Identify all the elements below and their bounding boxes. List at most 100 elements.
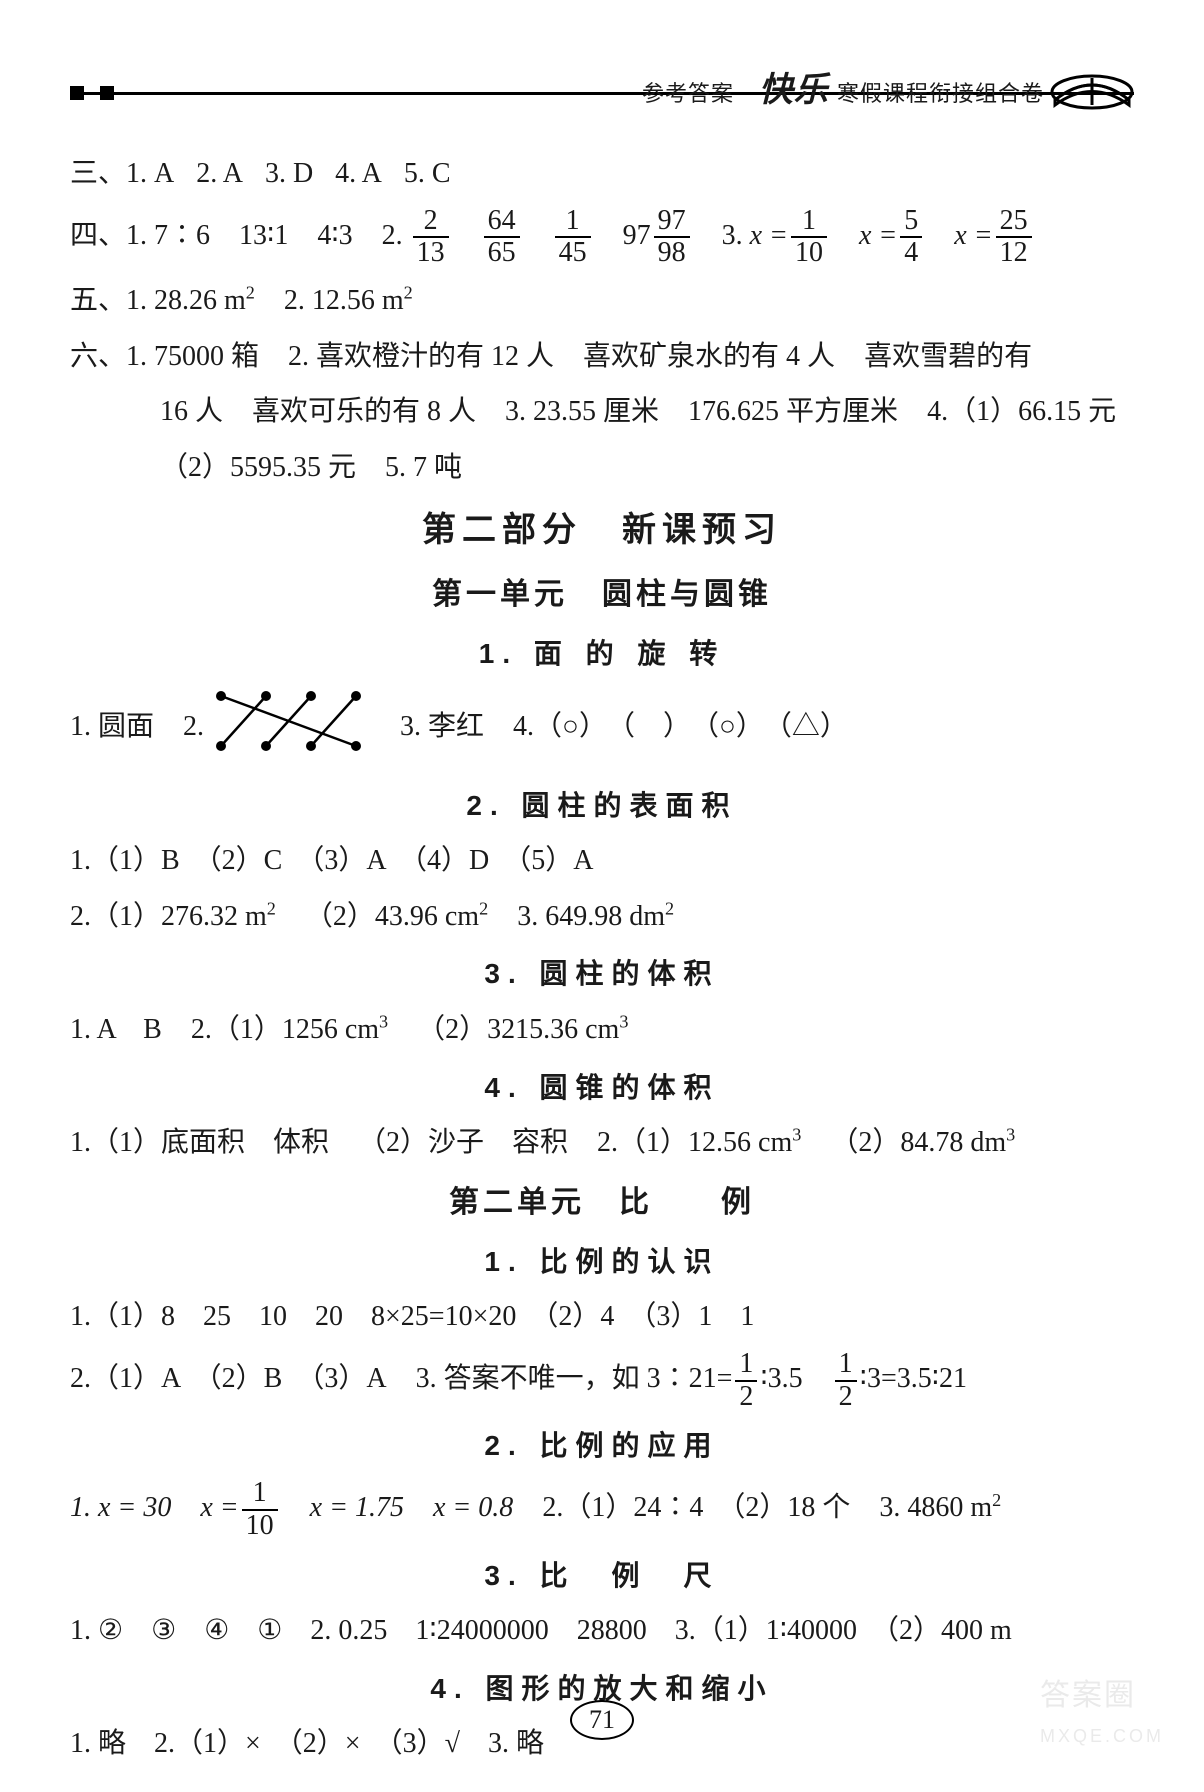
banner-dot: [70, 86, 84, 100]
sq-unit: 2: [246, 283, 255, 303]
u2t1-l2c: ∶3.5: [760, 1363, 802, 1394]
u1t3-l1c: （2）3215.36 cm: [417, 1014, 619, 1045]
u2t2-l1c: x = 1.75: [310, 1492, 404, 1523]
u2t2-title: 2. 比例的应用: [70, 1422, 1134, 1470]
s6-l1a: 1. 75000 箱: [126, 341, 259, 372]
page-number-wrap: 71: [0, 1698, 1204, 1742]
section-5: 五、1. 28.26 m2 2. 12.56 m2: [70, 277, 1134, 325]
u2t2-l1: 1. x = 30 x =110 x = 1.75 x = 0.8 2.（1）2…: [70, 1478, 1134, 1542]
watermark-line2: MXQE.COM: [1040, 1721, 1164, 1752]
s3-i0: 1. A: [126, 158, 174, 189]
s3-i4: 5. C: [404, 158, 451, 189]
u1t2-l2b: （2）43.96 cm: [305, 901, 479, 932]
page: 参考答案 快乐 寒假课程衔接组合卷 三、1. A2. A3. D4. A5. C…: [0, 0, 1204, 1792]
unit1-title: 第一单元 圆柱与圆锥: [70, 569, 1134, 620]
s4-e1-frac: 110: [791, 206, 827, 270]
u1t2-l2a: 2.（1）276.32 m: [70, 901, 267, 932]
u1t1-q1: 1. 圆面: [70, 711, 154, 742]
u1t1-title: 1. 面 的 旋 转: [70, 630, 1134, 678]
u1t2-l2c: 3. 649.98 dm: [517, 901, 665, 932]
page-number: 71: [570, 1700, 634, 1740]
u2t2-l1e: 2.（1）24∶4 （2）18 个: [542, 1492, 850, 1523]
s4-e3-frac: 2512: [996, 206, 1032, 270]
u1t2-title: 2. 圆柱的表面积: [70, 782, 1134, 830]
banner-brand-big: 快乐: [759, 71, 829, 109]
banner-brand-small: 寒假课程衔接组合卷: [837, 81, 1044, 106]
u2t2-fr: 110: [242, 1478, 278, 1542]
u2t1-title: 1. 比例的认识: [70, 1238, 1134, 1286]
u2t3-title: 3. 比 例 尺: [70, 1552, 1134, 1600]
u2t1-l1: 1.（1）8 25 10 20 8×25=10×20 （2）4 （3）1 1: [70, 1293, 1134, 1341]
header-banner: 参考答案 快乐 寒假课程衔接组合卷: [70, 50, 1134, 120]
s6-l2c: 3. 23.55 厘米: [505, 396, 659, 427]
s4-f4: 9798: [654, 206, 690, 270]
u2t3-l1: 1. ② ③ ④ ① 2. 0.25 1∶24000000 28800 3.（1…: [70, 1607, 1134, 1655]
s4-q1-v1: 13∶1: [239, 220, 288, 251]
s6-l1c: 喜欢矿泉水的有 4 人: [583, 341, 835, 372]
section-3: 三、1. A2. A3. D4. A5. C: [70, 150, 1134, 198]
u2t2-l1b: x =: [200, 1492, 238, 1523]
s4-f3: 145: [555, 206, 591, 270]
section-6-line2: 16 人 喜欢可乐的有 8 人 3. 23.55 厘米 176.625 平方厘米…: [70, 388, 1134, 436]
s6-l3a: （2）5595.35 元: [160, 452, 356, 483]
s6-l2d: 176.625 平方厘米: [688, 396, 898, 427]
u1t4-title: 4. 圆锥的体积: [70, 1064, 1134, 1112]
u1t3-l1a: 1. A B: [70, 1014, 162, 1045]
s4-q1-v2: 4∶3: [317, 220, 352, 251]
u1t4-l1a: 1.（1）底面积 体积: [70, 1127, 329, 1158]
s6-l1b: 2. 喜欢橙汁的有 12 人: [288, 341, 554, 372]
s4-q1-label: 1.: [126, 220, 147, 251]
s6-l2a: 16 人: [160, 396, 223, 427]
u2t1-l2: 2.（1）A （2）B （3）A 3. 答案不唯一，如 3∶21=12∶3.5 …: [70, 1349, 1134, 1413]
sq-unit: 2: [404, 283, 413, 303]
section-3-label: 三、: [70, 158, 126, 189]
book-icon: [1050, 50, 1134, 110]
s4-f2: 6465: [484, 206, 520, 270]
s6-l3b: 5. 7 吨: [385, 452, 462, 483]
u2t2-l1a: 1. x = 30: [70, 1492, 171, 1523]
cross-match-diagram: [211, 686, 371, 772]
u1t3-l1b: 2.（1）1256 cm: [191, 1014, 379, 1045]
s4-q1-v0: 7∶6: [154, 220, 210, 251]
section-6-line1: 六、1. 75000 箱 2. 喜欢橙汁的有 12 人 喜欢矿泉水的有 4 人 …: [70, 333, 1134, 381]
s4-e2-frac: 54: [900, 206, 922, 270]
s5-q1: 1. 28.26 m: [126, 285, 246, 316]
section-4-label: 四、: [70, 220, 126, 251]
u1t3-l1: 1. A B 2.（1）1256 cm3 （2）3215.36 cm3: [70, 1006, 1134, 1054]
part2-title: 第二部分 新课预习: [70, 502, 1134, 560]
u2t1-l2a: 2.（1）A （2）B （3）A: [70, 1363, 387, 1394]
u1t3-title: 3. 圆柱的体积: [70, 950, 1134, 998]
s6-l2b: 喜欢可乐的有 8 人: [252, 396, 476, 427]
u2t1-l2b: 3. 答案不唯一，如 3∶21=: [416, 1363, 733, 1394]
unit2-title: 第二单元 比 例: [70, 1177, 1134, 1228]
s5-q2: 2. 12.56 m: [284, 285, 404, 316]
s4-q3-label: 3.: [722, 220, 743, 251]
section-5-label: 五、: [70, 285, 126, 316]
s6-l2e: 4.（1）66.15 元: [927, 396, 1116, 427]
u1t4-l1: 1.（1）底面积 体积 （2）沙子 容积 2.（1）12.56 cm3 （2）8…: [70, 1119, 1134, 1167]
u1t1-q4: 4.（○） （ ） （○） （△）: [513, 711, 848, 742]
u2t2-l1d: x = 0.8: [433, 1492, 513, 1523]
s4-f1: 213: [413, 206, 449, 270]
u1t4-l1b: （2）沙子 容积: [358, 1127, 568, 1158]
banner-text: 参考答案 快乐 寒假课程衔接组合卷: [642, 62, 1044, 120]
section-4: 四、1. 7∶6 13∶1 4∶3 2. 213 6465 145 979798…: [70, 206, 1134, 270]
s3-i2: 3. D: [265, 158, 313, 189]
u1t1-q3: 3. 李红: [400, 711, 484, 742]
u2t1-fr2: 12: [835, 1349, 857, 1413]
u1t1-line: 1. 圆面 2. 3. 李红 4.（○） （ ） （○） （△）: [70, 686, 1134, 772]
u2t2-l1f: 3. 4860 m: [879, 1492, 992, 1523]
u1t4-l1c: 2.（1）12.56 cm: [597, 1127, 792, 1158]
u1t1-q2: 2.: [183, 711, 204, 742]
s3-i1: 2. A: [196, 158, 243, 189]
s4-e3-lhs: x =: [954, 220, 992, 251]
s4-whole4: 97: [623, 220, 651, 251]
u2t1-l2d: ∶3=3.5∶21: [860, 1363, 967, 1394]
watermark: 答案圈 MXQE.COM: [1040, 1670, 1164, 1752]
u2t1-fr1: 12: [735, 1349, 757, 1413]
s4-e1-lhs: x =: [750, 220, 788, 251]
banner-left-label: 参考答案: [642, 81, 734, 106]
u1t2-l1: 1.（1）B （2）C （3）A （4）D （5）A: [70, 837, 1134, 885]
watermark-line1: 答案圈: [1040, 1679, 1136, 1712]
section-6-line3: （2）5595.35 元 5. 7 吨: [70, 444, 1134, 492]
